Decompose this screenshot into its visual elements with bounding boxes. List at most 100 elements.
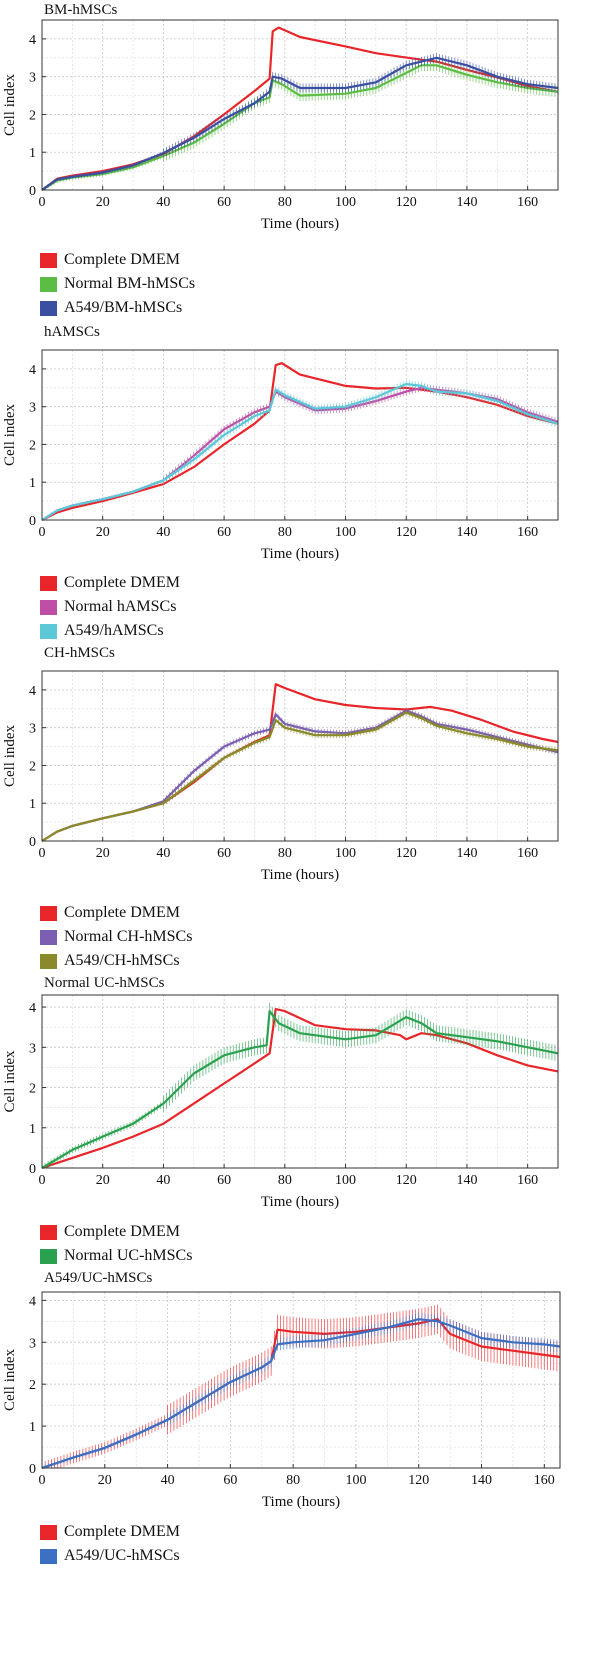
x-tick-label: 140 bbox=[456, 846, 477, 861]
x-tick-label: 160 bbox=[534, 1473, 555, 1488]
x-tick-label: 80 bbox=[278, 525, 292, 540]
plot-frame bbox=[41, 19, 559, 191]
y-tick-label: 0 bbox=[29, 184, 36, 199]
legend-swatch bbox=[40, 929, 57, 945]
legend-label: Complete DMEM bbox=[64, 1523, 180, 1540]
x-tick-label: 160 bbox=[517, 525, 538, 540]
legend-swatch bbox=[40, 1548, 57, 1564]
y-tick-label: 2 bbox=[29, 1378, 36, 1393]
chart-legend: Complete DMEM Normal hAMSCs A549/hAMSCs bbox=[40, 571, 180, 643]
legend-entry: A549/CH-hMSCs bbox=[40, 949, 192, 973]
legend-entry: Complete DMEM bbox=[40, 1220, 192, 1244]
x-tick-label: 80 bbox=[278, 846, 292, 861]
chart-title: BM-hMSCs bbox=[44, 2, 118, 18]
x-tick-label: 20 bbox=[96, 846, 110, 861]
legend-swatch bbox=[40, 300, 57, 316]
chart-title: A549/UC-hMSCs bbox=[44, 1270, 153, 1286]
legend-label: Normal BM-hMSCs bbox=[64, 275, 196, 292]
series-line bbox=[41, 1010, 559, 1169]
y-tick-label: 3 bbox=[29, 401, 36, 416]
y-tick-label: 0 bbox=[29, 1162, 36, 1177]
series-line bbox=[41, 1318, 561, 1470]
legend-label: A549/hAMSCs bbox=[64, 622, 164, 639]
y-axis-label: Cell index bbox=[2, 403, 18, 466]
y-tick-label: 2 bbox=[29, 1082, 36, 1097]
y-tick-label: 4 bbox=[29, 33, 36, 48]
x-tick-label: 0 bbox=[39, 1473, 46, 1488]
x-axis-label: Time (hours) bbox=[261, 546, 339, 562]
x-tick-label: 20 bbox=[96, 195, 110, 210]
x-tick-label: 40 bbox=[156, 525, 170, 540]
legend-label: A549/BM-hMSCs bbox=[64, 299, 183, 316]
x-tick-label: 40 bbox=[156, 846, 170, 861]
plot-frame bbox=[41, 994, 559, 1169]
x-tick-label: 160 bbox=[517, 846, 538, 861]
legend-label: Complete DMEM bbox=[64, 251, 180, 268]
chart-legend: Complete DMEM Normal CH-hMSCs A549/CH-hMSC… bbox=[40, 901, 192, 973]
chart-legend: Complete DMEM A549/UC-hMSCs bbox=[40, 1520, 180, 1568]
legend-label: Normal hAMSCs bbox=[64, 598, 177, 615]
x-tick-label: 40 bbox=[161, 1473, 175, 1488]
plot-frame bbox=[41, 349, 559, 521]
x-tick-label: 120 bbox=[396, 525, 417, 540]
y-tick-label: 4 bbox=[29, 684, 36, 699]
y-tick-label: 4 bbox=[29, 1294, 36, 1309]
y-axis-label: Cell index bbox=[2, 724, 18, 787]
y-tick-label: 0 bbox=[29, 1462, 36, 1477]
y-tick-label: 4 bbox=[29, 1001, 36, 1016]
x-tick-label: 100 bbox=[345, 1473, 366, 1488]
legend-swatch bbox=[40, 1524, 57, 1540]
y-axis-label: Cell index bbox=[2, 1348, 18, 1411]
x-tick-label: 100 bbox=[335, 846, 356, 861]
legend-label: Normal CH-hMSCs bbox=[64, 928, 193, 945]
chart-panel-2: hAMSCs 0 20 40 60 80 100 120 140 160 0 1 2 3 4 Time (ho… bbox=[2, 324, 559, 562]
y-axis-label: Cell index bbox=[2, 73, 18, 136]
x-tick-label: 100 bbox=[335, 1173, 356, 1188]
x-tick-label: 100 bbox=[335, 525, 356, 540]
x-tick-label: 140 bbox=[456, 195, 477, 210]
x-tick-label: 140 bbox=[471, 1473, 492, 1488]
x-tick-label: 0 bbox=[39, 525, 46, 540]
x-tick-label: 20 bbox=[96, 1173, 110, 1188]
series-a549-ch-hmscs bbox=[41, 709, 559, 842]
x-axis-label: Time (hours) bbox=[261, 867, 339, 883]
legend-swatch bbox=[40, 1224, 57, 1240]
legend-entry: A549/hAMSCs bbox=[40, 619, 180, 643]
chart-title: CH-hMSCs bbox=[44, 645, 115, 661]
chart-panel-5: A549/UC-hMSCs 0 20 40 60 80 100 120 140 160 0 1 2 3 4 T… bbox=[2, 1270, 561, 1510]
x-tick-label: 80 bbox=[286, 1473, 300, 1488]
x-tick-label: 80 bbox=[278, 195, 292, 210]
y-tick-label: 1 bbox=[29, 797, 36, 812]
x-tick-label: 120 bbox=[396, 846, 417, 861]
y-tick-label: 0 bbox=[29, 835, 36, 850]
legend-entry: A549/BM-hMSCs bbox=[40, 296, 195, 320]
plot-frame bbox=[41, 1291, 561, 1469]
legend-label: A549/UC-hMSCs bbox=[64, 1547, 180, 1564]
legend-swatch bbox=[40, 623, 57, 639]
legend-label: Complete DMEM bbox=[64, 904, 180, 921]
series-line bbox=[41, 26, 559, 191]
legend-entry: Complete DMEM bbox=[40, 248, 195, 272]
legend-entry: Complete DMEM bbox=[40, 901, 192, 925]
y-tick-label: 3 bbox=[29, 1336, 36, 1351]
y-tick-label: 1 bbox=[29, 1420, 36, 1435]
legend-swatch bbox=[40, 599, 57, 615]
x-tick-label: 140 bbox=[456, 525, 477, 540]
legend-label: Complete DMEM bbox=[64, 574, 180, 591]
legend-entry: Complete DMEM bbox=[40, 1520, 180, 1544]
y-tick-label: 2 bbox=[29, 108, 36, 123]
y-tick-label: 1 bbox=[29, 1122, 36, 1137]
x-axis-label: Time (hours) bbox=[262, 1494, 340, 1510]
legend-label: A549/CH-hMSCs bbox=[64, 952, 180, 969]
chart-panel-4: Normal UC-hMSCs 0 20 40 60 80 100 120 140 160 0 1 2 3… bbox=[2, 975, 559, 1210]
plot-area bbox=[42, 350, 558, 520]
y-axis-label: Cell index bbox=[2, 1050, 18, 1113]
y-tick-label: 3 bbox=[29, 722, 36, 737]
x-tick-label: 120 bbox=[408, 1473, 429, 1488]
legend-entry: Normal hAMSCs bbox=[40, 595, 180, 619]
x-tick-label: 40 bbox=[156, 195, 170, 210]
legend-entry: A549/UC-hMSCs bbox=[40, 1544, 180, 1568]
x-tick-label: 60 bbox=[217, 1173, 231, 1188]
plot-area bbox=[42, 20, 558, 190]
